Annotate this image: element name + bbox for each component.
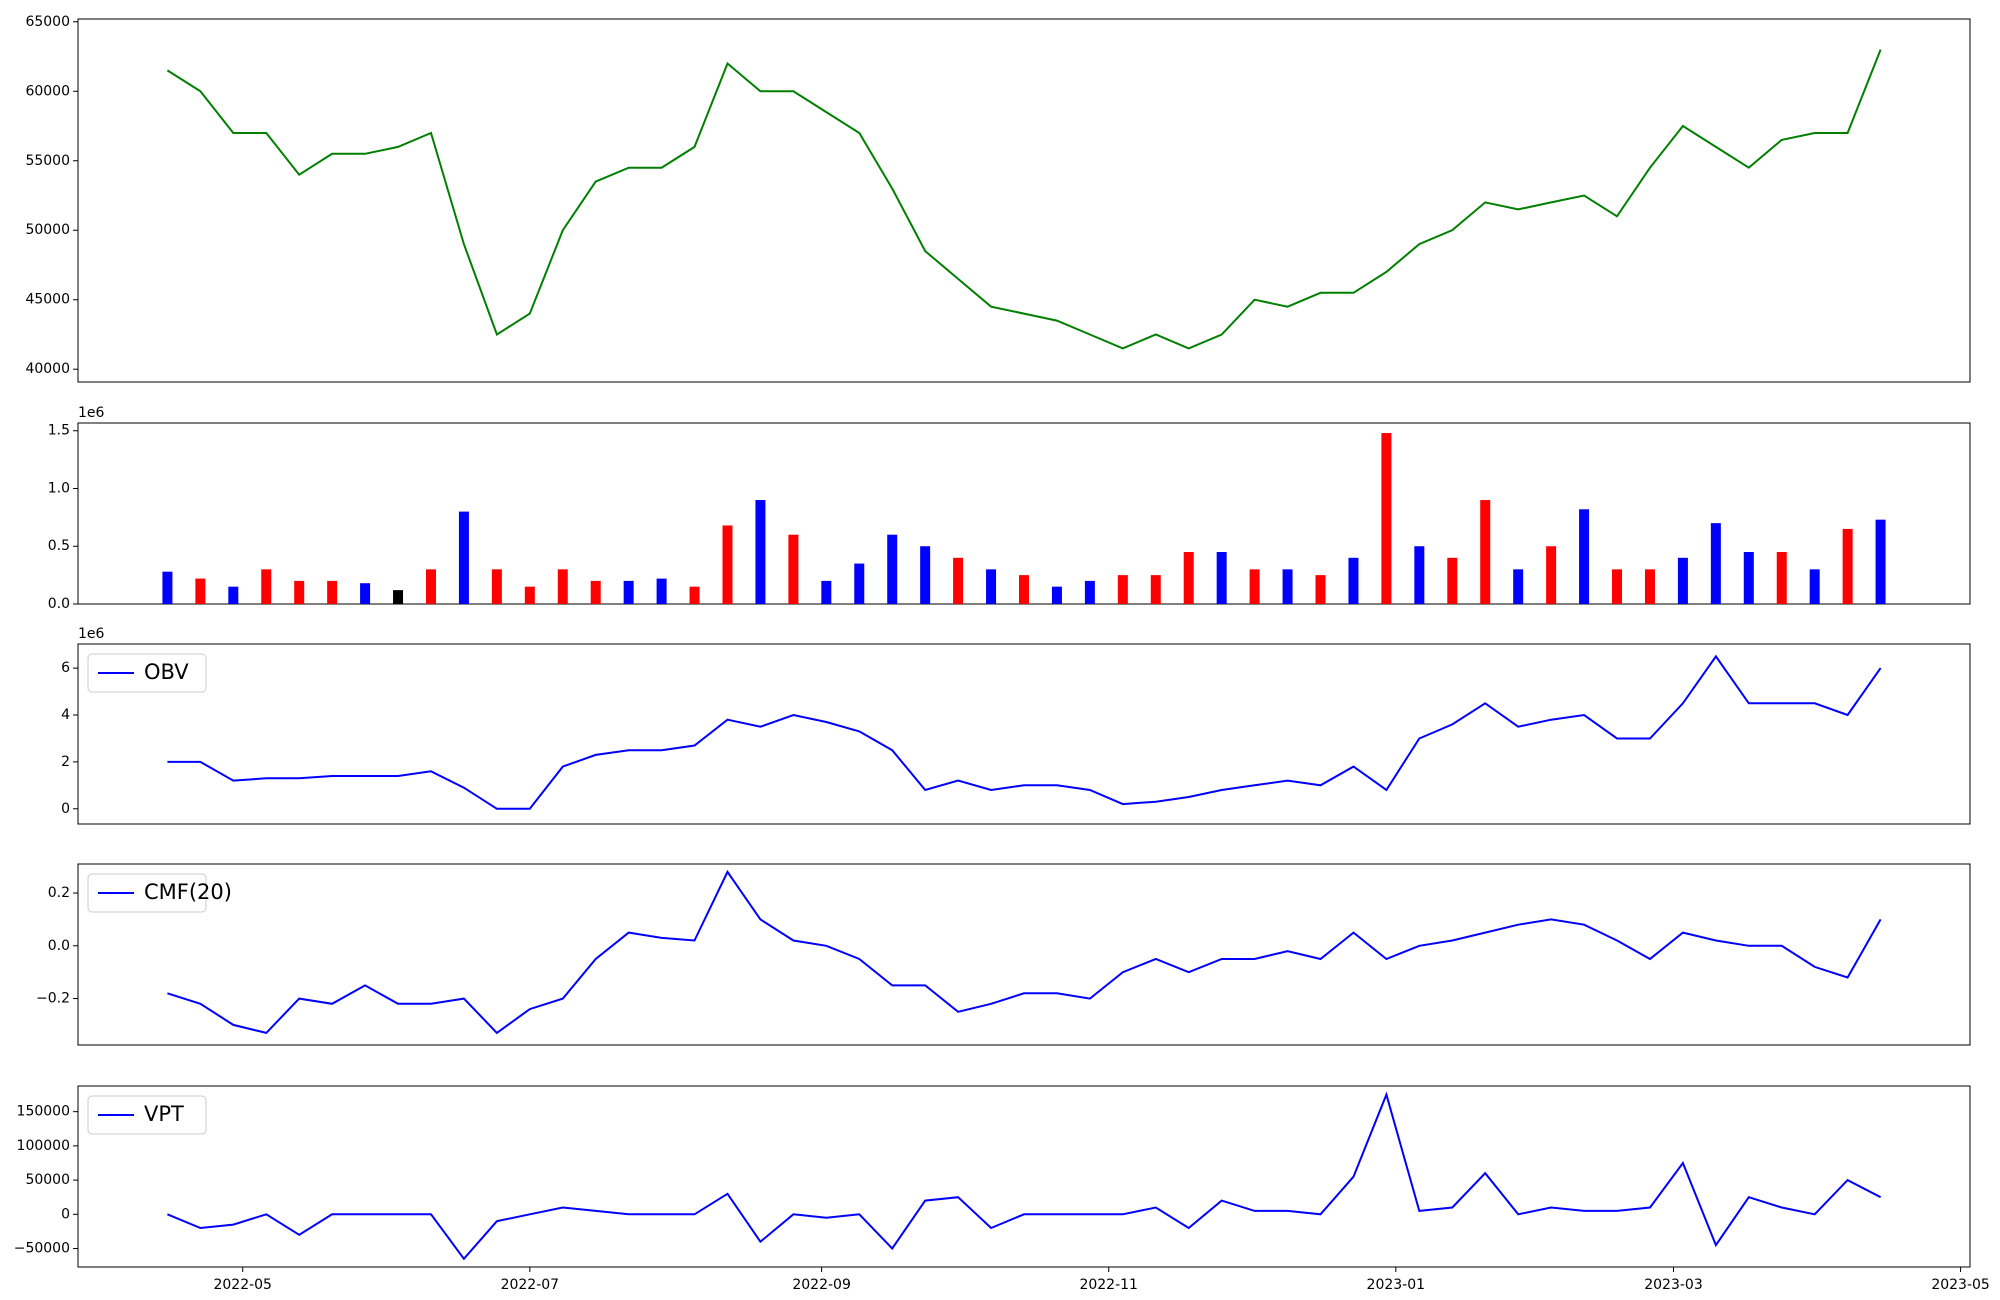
x-tick-label: 2023-01: [1367, 1277, 1426, 1293]
bar: [1546, 546, 1557, 604]
bar: [1414, 546, 1425, 604]
legend-box: [87, 873, 207, 913]
bar: [1809, 569, 1820, 604]
bar: [1447, 557, 1458, 604]
y-offset-label: 1e6: [78, 405, 105, 421]
bar: [953, 557, 964, 604]
data-line: [167, 869, 1882, 1035]
x-tick-label: 2022-09: [792, 1277, 851, 1293]
y-offset-label: 1e6: [78, 626, 105, 642]
y-tick-label: −0.2: [36, 991, 70, 1007]
bar: [524, 586, 535, 604]
data-line: [167, 1091, 1882, 1261]
y-tick-label: 4: [61, 707, 70, 723]
x-tick-label: 2022-11: [1079, 1277, 1138, 1293]
bar: [755, 500, 766, 604]
y-tick-label: 1.0: [48, 480, 70, 496]
y-tick-label: 0.2: [48, 885, 70, 901]
bar: [623, 580, 634, 604]
plot-frame: [77, 1085, 1971, 1268]
bar: [1282, 569, 1293, 604]
y-tick-label: 50000: [25, 222, 70, 238]
bar: [261, 569, 272, 604]
y-tick-label: 0.0: [48, 596, 70, 612]
bar: [821, 580, 832, 604]
plot-frame: [77, 18, 1971, 383]
y-tick-label: 1.5: [48, 423, 70, 439]
bar: [162, 571, 173, 604]
bar: [722, 525, 733, 604]
bar: [195, 578, 206, 604]
y-tick-label: 100000: [17, 1138, 70, 1154]
bar: [1710, 523, 1721, 604]
y-tick-label: 65000: [25, 14, 70, 30]
bar: [1249, 569, 1260, 604]
legend-box: [87, 1095, 207, 1135]
x-tick-label: 2023-03: [1644, 1277, 1703, 1293]
legend-box: [87, 653, 207, 693]
bar: [294, 580, 305, 604]
y-tick-label: 150000: [17, 1104, 70, 1120]
bar: [1216, 552, 1227, 604]
bar: [1480, 500, 1491, 604]
y-tick-label: 60000: [25, 83, 70, 99]
data-line: [167, 654, 1882, 810]
legend-label: VPT: [144, 1102, 184, 1126]
bar: [788, 534, 799, 604]
bar: [228, 586, 239, 604]
y-tick-label: 40000: [25, 361, 70, 377]
bar: [1019, 575, 1029, 604]
bar: [1875, 519, 1886, 604]
bar: [425, 569, 436, 604]
bar: [360, 583, 371, 604]
bar: [491, 569, 502, 604]
x-tick-label: 2023-05: [1931, 1277, 1990, 1293]
y-tick-label: 55000: [25, 153, 70, 169]
bar: [458, 511, 469, 604]
bar: [1150, 575, 1161, 604]
y-tick-label: 0.0: [48, 938, 70, 954]
legend-label: CMF(20): [144, 880, 232, 904]
bar: [1612, 569, 1623, 604]
bar: [1743, 552, 1754, 604]
bar: [689, 586, 700, 604]
bar: [920, 546, 931, 604]
bar: [1051, 586, 1062, 604]
bar: [1513, 569, 1524, 604]
bar: [393, 590, 404, 604]
bar: [1183, 552, 1194, 604]
bar: [590, 580, 601, 604]
y-tick-label: 0.5: [48, 538, 70, 554]
y-tick-label: 0: [61, 801, 70, 817]
bar: [1315, 575, 1326, 604]
bar: [854, 563, 865, 604]
data-line: [166, 49, 1882, 350]
x-tick-label: 2022-07: [501, 1277, 560, 1293]
plot-frame: [77, 863, 1971, 1046]
bar: [986, 569, 997, 604]
y-tick-label: 0: [61, 1206, 70, 1222]
y-tick-label: 50000: [25, 1172, 70, 1188]
y-tick-label: 6: [61, 660, 70, 676]
y-tick-label: 2: [61, 754, 70, 770]
bar: [557, 569, 568, 604]
y-tick-label: 45000: [25, 292, 70, 308]
x-tick-label: 2022-05: [213, 1277, 272, 1293]
bar: [1579, 509, 1590, 604]
bar: [1084, 580, 1095, 604]
bar: [656, 578, 667, 604]
bar: [1348, 557, 1359, 604]
y-tick-label: −50000: [14, 1241, 70, 1257]
bar: [1644, 569, 1655, 604]
legend-label: OBV: [144, 660, 189, 684]
bar: [1842, 528, 1853, 604]
plot-frame: [77, 643, 1971, 825]
bar: [327, 580, 338, 604]
bar: [887, 534, 898, 604]
bar: [1776, 552, 1787, 604]
bar: [1677, 557, 1688, 604]
bar: [1117, 575, 1128, 604]
bar: [1381, 433, 1392, 604]
